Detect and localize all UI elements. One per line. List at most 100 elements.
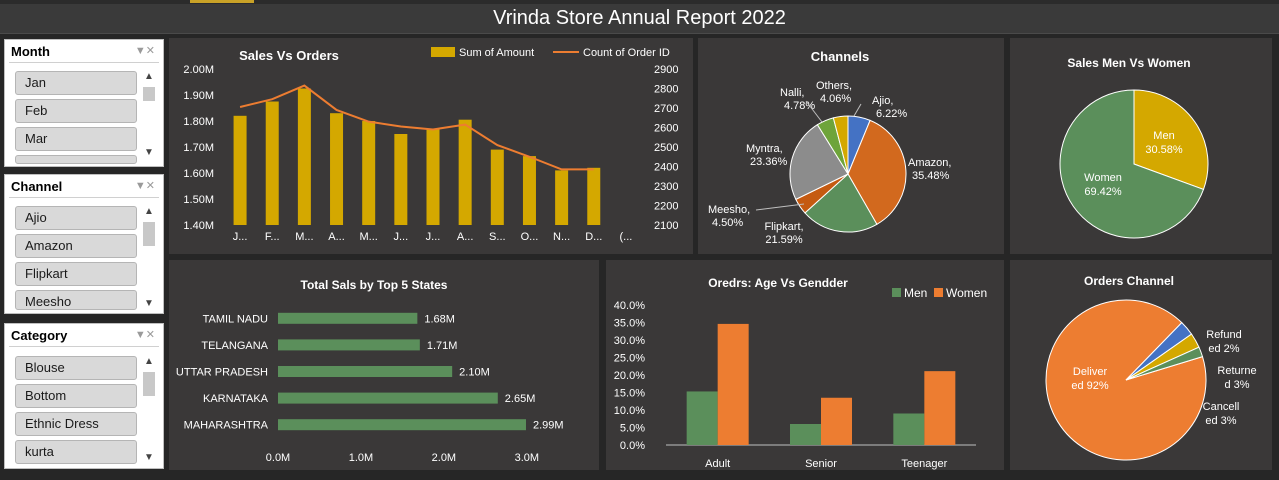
- chart-title: Sales Vs Orders: [239, 48, 339, 63]
- slice-value-label: 6.22%: [876, 108, 907, 120]
- legend-swatch-men: [892, 288, 901, 297]
- bar-women: [821, 397, 852, 445]
- sales-vs-orders-panel[interactable]: Sales Vs Orders Sum of Amount Count of O…: [169, 38, 693, 254]
- chevron-down-icon[interactable]: ▼: [144, 452, 154, 463]
- sales-men-women-chart: Sales Men Vs Women Men 30.58% Women 69.42%: [1059, 56, 1209, 239]
- channel-slicer[interactable]: Channel ▼✕ Ajio Amazon Flipkart Meesho ▲…: [4, 174, 164, 314]
- chevron-down-icon[interactable]: ▼: [144, 298, 154, 309]
- slicer-title: Channel: [11, 179, 63, 194]
- slicer-divider: [9, 197, 159, 198]
- y-right-tick: 2500: [654, 142, 678, 154]
- y-left-tick: 1.70M: [183, 142, 214, 154]
- orders-channel-panel[interactable]: Orders Channel Deliver ed 92% Cancell ed 3%…: [1010, 260, 1272, 470]
- y-right-tick: 2400: [654, 162, 678, 174]
- x-tick-label: 3.0M: [515, 452, 539, 464]
- chevron-down-icon[interactable]: ▼: [144, 147, 154, 158]
- slicer-title: Category: [11, 328, 68, 343]
- legend-label-women: Women: [946, 286, 987, 300]
- category-slicer[interactable]: Category ▼✕ Blouse Bottom Ethnic Dress k…: [4, 323, 164, 469]
- y-right-tick: 2600: [654, 123, 678, 135]
- slice-value-label: 4.06%: [820, 93, 851, 105]
- state-bar: [278, 366, 453, 377]
- slice-label-line1: Returne: [1217, 365, 1256, 377]
- channel-slice-myntra: [789, 124, 849, 201]
- x-tick-label: O...: [521, 231, 539, 243]
- month-slicer[interactable]: Month ▼✕ Jan Feb Mar ▲ ▼: [4, 39, 164, 167]
- amount-bar: [522, 156, 536, 225]
- x-tick-label: Teenager: [901, 458, 947, 470]
- slice-name-label: Myntra,: [746, 143, 783, 155]
- slicer-item-ajio[interactable]: Ajio: [15, 206, 137, 230]
- filter-clear-icon[interactable]: ▼✕: [134, 180, 155, 192]
- channels-panel[interactable]: Channels Ajio, 6.22% Amazon, 35.48% Flipkart…: [698, 38, 1004, 254]
- sales-men-women-panel[interactable]: Sales Men Vs Women Men 30.58% Women 69.42%: [1010, 38, 1272, 254]
- slice-label-line1: Deliver: [1073, 366, 1108, 378]
- y-right-tick: 2900: [654, 64, 678, 76]
- state-bar: [278, 419, 526, 431]
- slicer-scrollbar[interactable]: ▲ ▼: [141, 206, 157, 310]
- x-tick-label: 1.0M: [349, 452, 373, 464]
- x-tick-label: Adult: [705, 458, 730, 470]
- report-title: Vrinda Store Annual Report 2022: [493, 7, 786, 29]
- state-label: KARNATAKA: [203, 393, 269, 405]
- y-tick-label: 5.0%: [620, 423, 645, 435]
- slice-name-label: Flipkart,: [764, 221, 803, 233]
- x-tick-label: J...: [426, 231, 441, 243]
- state-label: UTTAR PRADESH: [176, 367, 268, 379]
- amount-bar: [362, 121, 376, 225]
- filter-clear-icon[interactable]: ▼✕: [134, 45, 155, 57]
- slicer-divider: [9, 62, 159, 63]
- slicer-item-ethnic-dress[interactable]: Ethnic Dress: [15, 412, 137, 436]
- slicer-item-mar[interactable]: Mar: [15, 127, 137, 151]
- chevron-up-icon[interactable]: ▲: [144, 206, 154, 217]
- chevron-up-icon[interactable]: ▲: [144, 356, 154, 367]
- x-tick-label: Senior: [805, 458, 837, 470]
- x-tick-label: J...: [233, 231, 248, 243]
- scrollbar-thumb[interactable]: [143, 87, 155, 101]
- age-vs-gender-panel[interactable]: Oredrs: Age Vs Gendder Men Women 40.0% 35…: [606, 260, 1004, 470]
- slice-name-label: Men: [1153, 130, 1174, 142]
- chevron-up-icon[interactable]: ▲: [144, 71, 154, 82]
- slicer-item-kurta[interactable]: kurta: [15, 440, 137, 464]
- ribbon-strip: [0, 0, 1279, 4]
- legend-swatch-amount: [431, 47, 455, 57]
- chart-title: Channels: [811, 49, 870, 64]
- slicer-item-partial[interactable]: [15, 155, 137, 164]
- slicer-item-jan[interactable]: Jan: [15, 71, 137, 95]
- orders-line: [239, 84, 594, 171]
- slicer-scrollbar[interactable]: ▲ ▼: [141, 356, 157, 464]
- scrollbar-thumb[interactable]: [143, 222, 155, 246]
- y-left-tick: 1.60M: [183, 168, 214, 180]
- slicer-item-blouse[interactable]: Blouse: [15, 356, 137, 380]
- slice-label-line2: d 3%: [1224, 379, 1249, 391]
- top-states-panel[interactable]: Total Sals by Top 5 States TAMIL NADU 1.6…: [169, 260, 599, 470]
- age-vs-gender-chart: Oredrs: Age Vs Gendder Men Women 40.0% 35…: [614, 276, 987, 470]
- chart-title: Sales Men Vs Women: [1067, 56, 1190, 70]
- slicer-item-bottom[interactable]: Bottom: [15, 384, 137, 408]
- bar-men: [893, 413, 925, 445]
- amount-bar: [233, 115, 247, 225]
- slicer-item-amazon[interactable]: Amazon: [15, 234, 137, 258]
- slicer-item-meesho[interactable]: Meesho: [15, 290, 137, 310]
- state-label: TELANGANA: [201, 340, 268, 352]
- filter-clear-icon[interactable]: ▼✕: [134, 329, 155, 341]
- y-right-tick: 2800: [654, 84, 678, 96]
- y-tick-label: 0.0%: [620, 440, 645, 452]
- x-tick-label: A...: [328, 231, 345, 243]
- amount-bar: [330, 113, 344, 225]
- amount-bar: [394, 134, 408, 225]
- slice-name-label: Nalli,: [780, 87, 804, 99]
- scrollbar-thumb[interactable]: [143, 372, 155, 396]
- slicer-item-feb[interactable]: Feb: [15, 99, 137, 123]
- y-tick-label: 40.0%: [614, 300, 645, 312]
- y-tick-label: 25.0%: [614, 353, 645, 365]
- orders-channel-chart: Orders Channel Deliver ed 92% Cancell ed 3%…: [1045, 274, 1257, 461]
- state-value-label: 2.65M: [505, 393, 536, 405]
- chart-title: Total Sals by Top 5 States: [301, 278, 448, 292]
- slicer-scrollbar[interactable]: ▲ ▼: [141, 71, 157, 159]
- bar-women: [717, 323, 749, 445]
- chart-title: Oredrs: Age Vs Gendder: [708, 276, 848, 290]
- amount-bar: [426, 128, 440, 225]
- slicer-item-flipkart[interactable]: Flipkart: [15, 262, 137, 286]
- ribbon-selected-tab[interactable]: [190, 0, 254, 3]
